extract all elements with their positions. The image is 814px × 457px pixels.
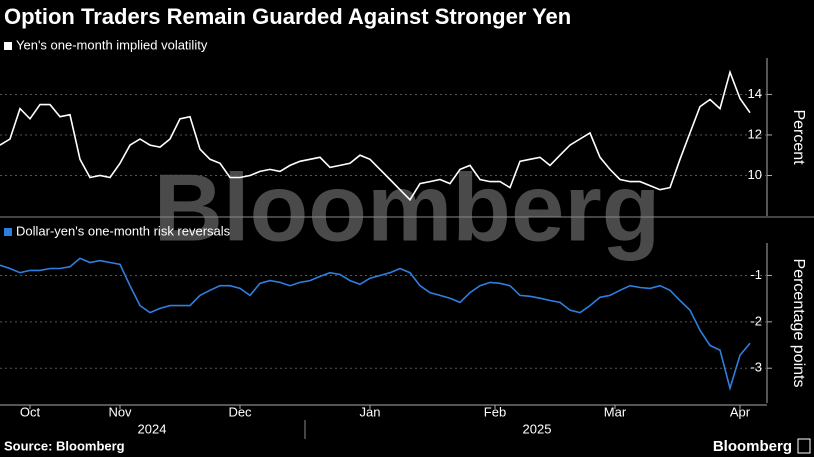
year-label: 2024 [138, 421, 167, 436]
x-tick-label: Mar [604, 404, 627, 419]
y-tick-label: 12 [748, 126, 762, 141]
legend-label: Dollar-yen's one-month risk reversals [16, 223, 231, 238]
legend-label: Yen's one-month implied volatility [16, 37, 208, 52]
legend-swatch [4, 228, 12, 236]
legend-swatch [4, 42, 12, 50]
brand-icon [797, 438, 811, 454]
x-tick-label: Oct [20, 404, 41, 419]
y-axis-label: Percentage points [790, 259, 807, 388]
x-tick-label: Dec [228, 404, 252, 419]
chart-title: Option Traders Remain Guarded Against St… [4, 4, 571, 29]
brand: Bloomberg [713, 438, 792, 455]
year-label: 2025 [523, 421, 552, 436]
y-tick-label: 10 [748, 167, 762, 182]
y-tick-label: 14 [748, 86, 762, 101]
y-tick-label: -2 [750, 313, 762, 328]
x-tick-label: Nov [108, 404, 132, 419]
watermark: Bloomberg [154, 154, 661, 261]
x-tick-label: Apr [730, 404, 751, 419]
x-tick-label: Jan [360, 404, 381, 419]
y-axis-label: Percent [790, 109, 807, 165]
series-line [0, 257, 751, 392]
source: Source: Bloomberg [4, 438, 125, 453]
y-tick-label: -3 [750, 360, 762, 375]
y-tick-label: -1 [750, 267, 762, 282]
series-line [0, 69, 751, 202]
x-tick-label: Feb [484, 404, 506, 419]
